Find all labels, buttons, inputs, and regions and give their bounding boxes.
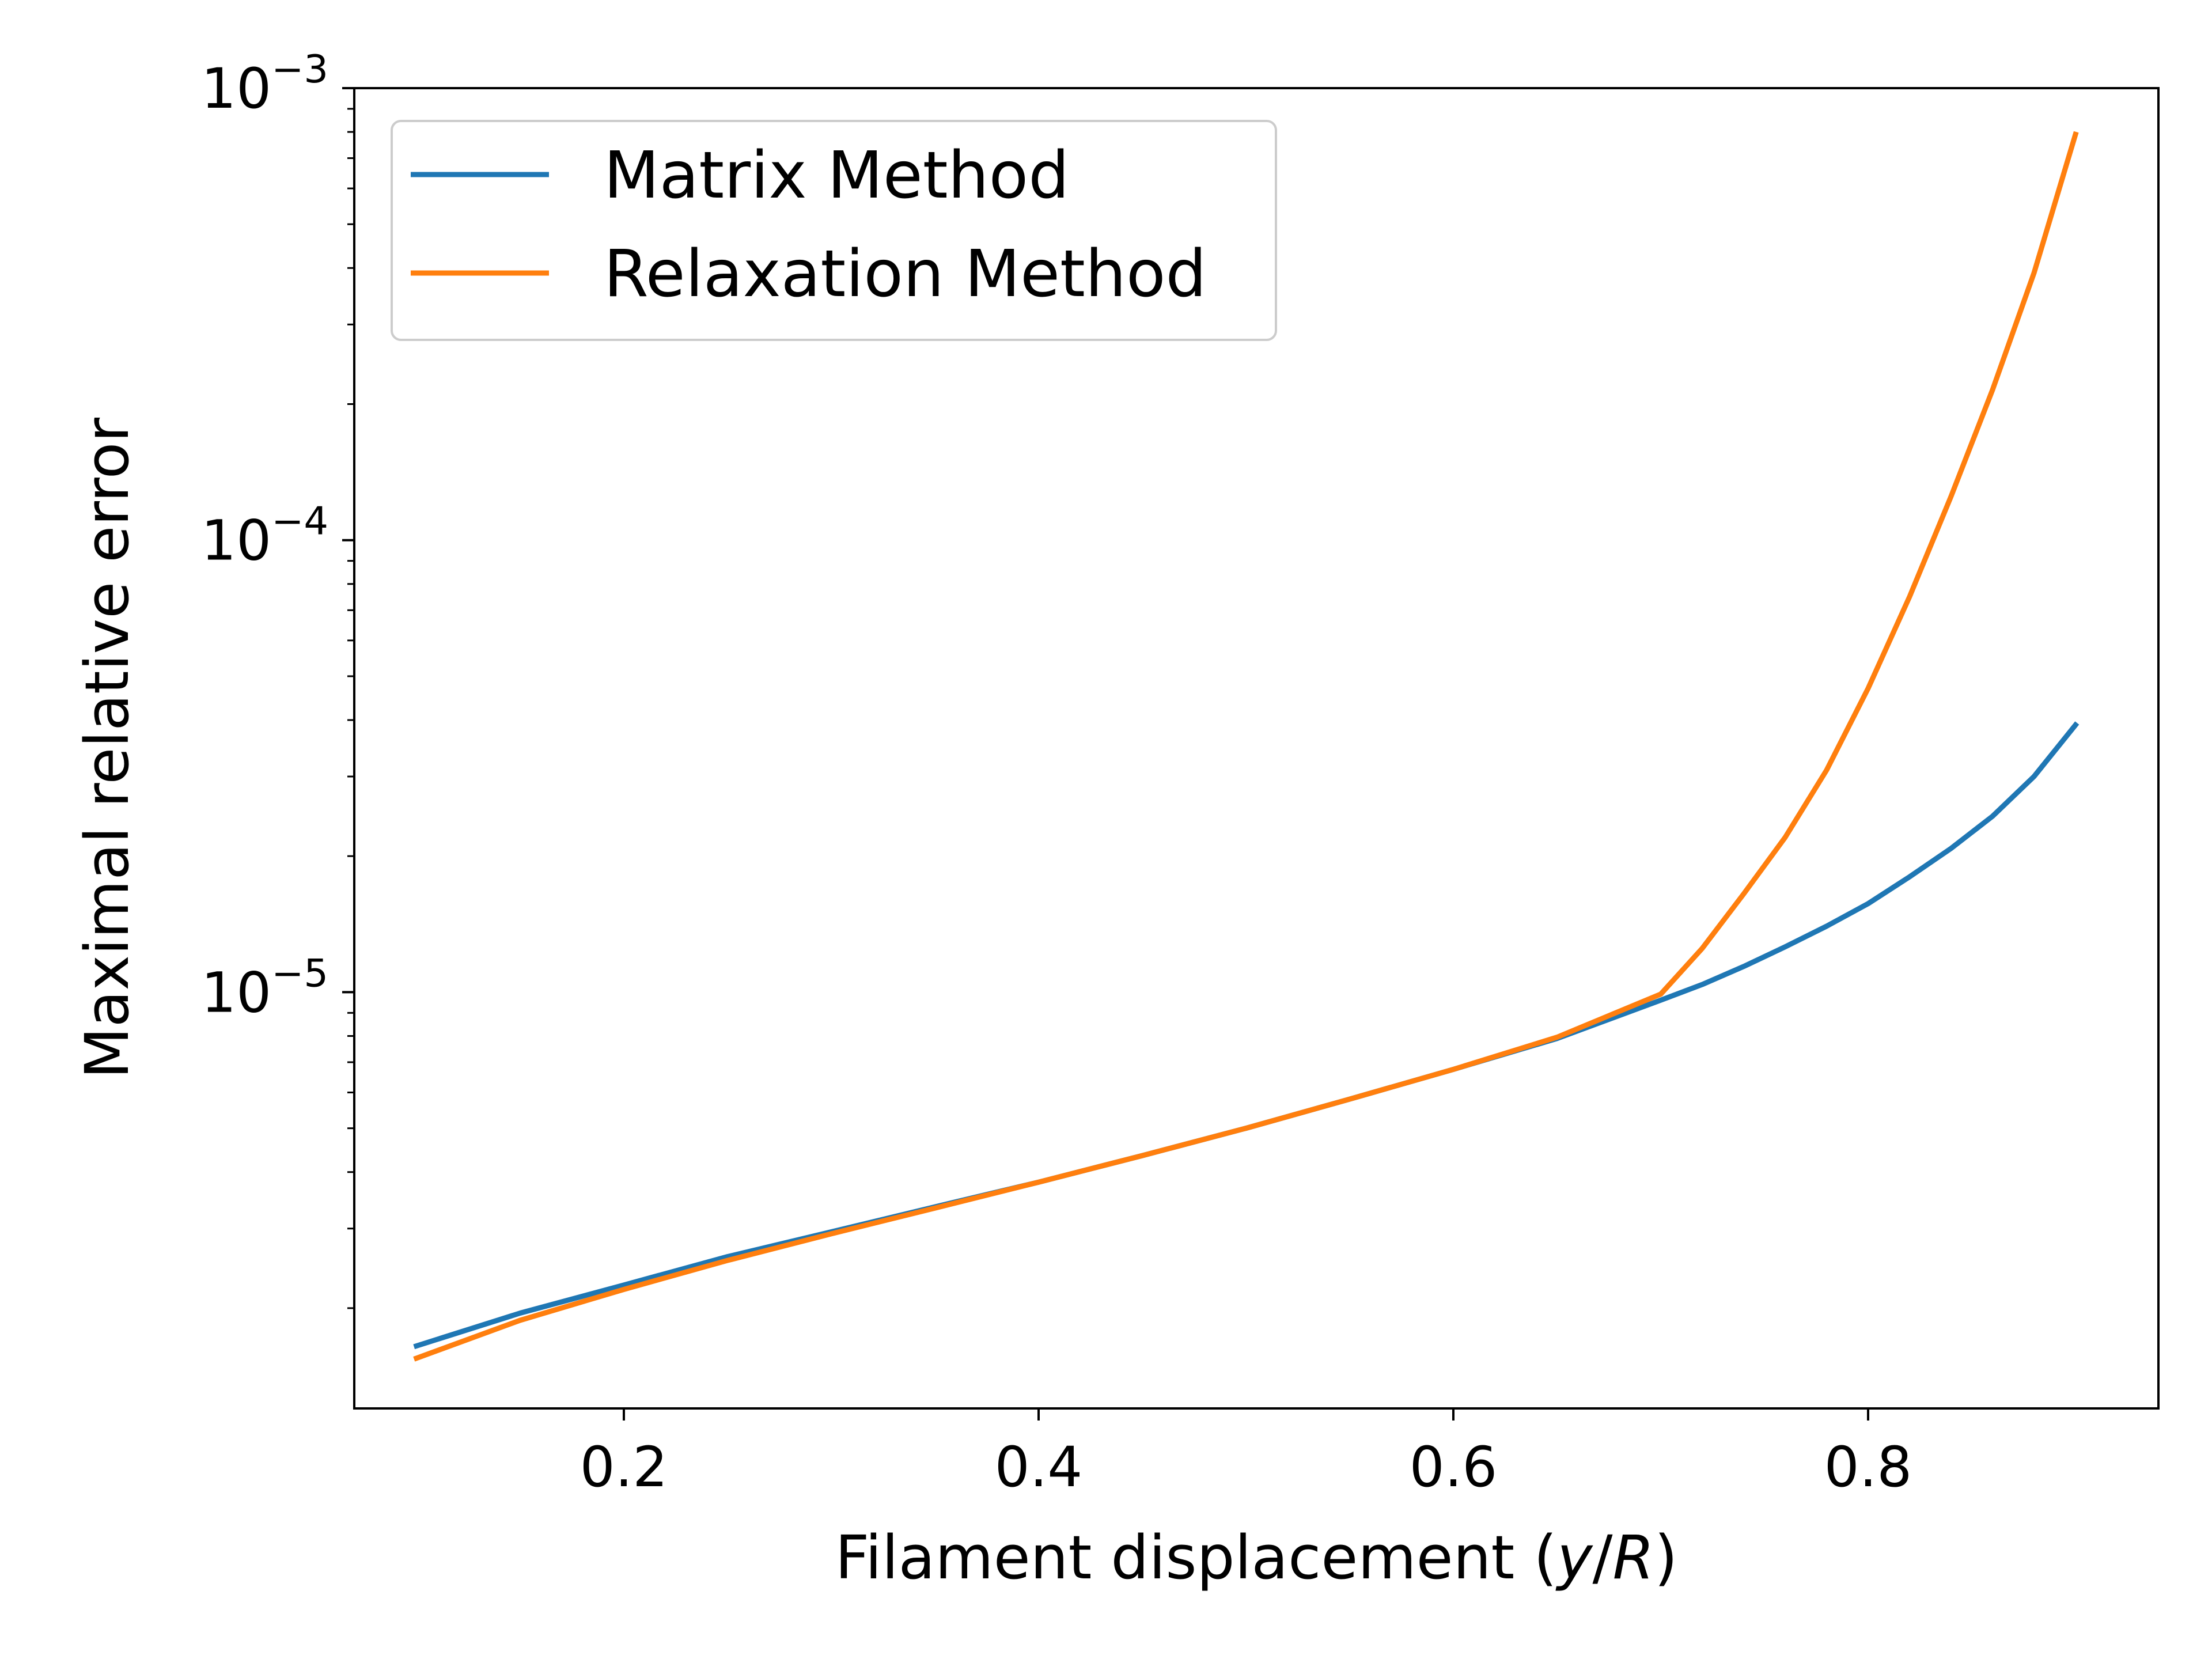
legend-box — [391, 120, 1277, 341]
series-layer — [413, 131, 2080, 1362]
y-axis-label: Maximal relative error — [72, 418, 142, 1079]
plot-frame — [353, 87, 2160, 1410]
x-axis-label: Filament displacement (y/R) — [835, 1522, 1678, 1593]
x-axis-label-part: Filament displacement ( — [835, 1522, 1557, 1593]
x-tick-label: 0.4 — [995, 1435, 1083, 1499]
x-tick-label: 0.8 — [1824, 1435, 1912, 1499]
legend-label-2: Relaxation Method — [604, 237, 1207, 312]
legend: Matrix Method Relaxation Method — [391, 120, 1277, 341]
x-tick-label: 0.6 — [1410, 1435, 1498, 1499]
y-tick-exponent: −5 — [271, 950, 328, 995]
y-tick-base: 10 — [201, 56, 271, 121]
x-axis-label-slash: / — [1593, 1522, 1613, 1593]
y-tick-exponent: −3 — [271, 47, 328, 92]
y-tick-label: 10−5 — [201, 950, 328, 1025]
x-axis-label-var-r: R — [1613, 1522, 1654, 1593]
legend-label-1: Matrix Method — [604, 138, 1069, 213]
y-tick-base: 10 — [201, 960, 271, 1025]
x-axis-label-close: ) — [1654, 1522, 1678, 1593]
x-tick-label: 0.2 — [580, 1435, 668, 1499]
y-tick-label: 10−4 — [201, 499, 328, 573]
ticks-layer: 0.2 0.4 0.6 0.810−510−410−3 — [201, 47, 1912, 1499]
y-tick-label: 10−3 — [201, 47, 328, 121]
series-line-2 — [413, 131, 2079, 1362]
y-tick-exponent: −4 — [271, 499, 328, 544]
y-tick-base: 10 — [201, 509, 271, 573]
x-axis-label-var-y: y — [1555, 1522, 1593, 1593]
